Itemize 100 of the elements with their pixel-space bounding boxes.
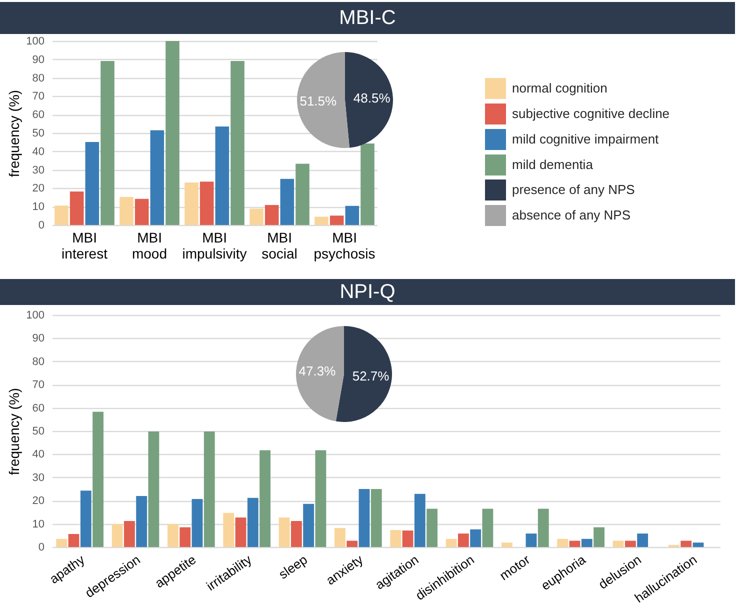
y-tick-label: 70 xyxy=(32,90,44,103)
y-tick-label: 80 xyxy=(32,72,44,84)
bar xyxy=(134,198,149,225)
bar xyxy=(315,450,326,547)
bar xyxy=(150,130,164,225)
bar xyxy=(166,41,180,225)
bar xyxy=(557,538,568,547)
bar xyxy=(370,489,382,547)
bar xyxy=(446,538,457,547)
x-tick-label: MBI social xyxy=(262,230,298,262)
legend-label: mild dementia xyxy=(512,157,594,172)
data-label: 51.5% xyxy=(300,93,338,108)
bar xyxy=(250,208,264,225)
bar xyxy=(230,61,244,225)
bar xyxy=(92,412,104,547)
y-tick-label: 80 xyxy=(32,356,44,368)
bar xyxy=(612,540,624,547)
bar xyxy=(569,540,580,547)
bar xyxy=(264,204,279,225)
y-tick-label: 90 xyxy=(32,54,44,66)
bar xyxy=(54,206,68,225)
bar xyxy=(482,508,494,547)
bar xyxy=(223,512,234,547)
y-tick-label: 100 xyxy=(26,310,44,322)
bar xyxy=(124,521,135,547)
bar xyxy=(56,538,68,547)
bar xyxy=(85,142,100,225)
legend-label: subjective cognitive decline xyxy=(512,106,670,121)
bar xyxy=(426,508,438,547)
y-tick-label: 30 xyxy=(32,472,44,484)
y-tick-label: 50 xyxy=(32,128,44,140)
y-tick-label: 20 xyxy=(32,182,44,195)
bar xyxy=(100,61,114,225)
data-label: 52.7% xyxy=(352,368,390,384)
y-tick-label: 90 xyxy=(32,332,44,345)
y-tick-label: 40 xyxy=(32,146,44,158)
bar xyxy=(235,518,246,547)
bar xyxy=(120,196,134,225)
bar xyxy=(526,534,537,547)
y-tick-label: 50 xyxy=(32,426,44,438)
bar xyxy=(278,518,290,547)
chart-title: NPI-Q xyxy=(0,279,735,305)
chart-title: MBI-C xyxy=(0,2,735,34)
bar xyxy=(247,498,258,547)
y-tick-label: 0 xyxy=(38,220,44,232)
bar xyxy=(334,528,346,547)
x-tick-label: sleep xyxy=(276,552,310,582)
y-tick-label: 10 xyxy=(32,518,44,530)
x-tick-label: MBI interest xyxy=(62,230,108,262)
y-axis-title: frequency (%) xyxy=(6,388,22,476)
bar xyxy=(502,542,512,547)
pie-slice xyxy=(336,326,392,422)
bar xyxy=(345,206,360,225)
y-tick-label: 30 xyxy=(32,164,44,176)
legend-label: absence of any NPS xyxy=(512,208,631,222)
bar xyxy=(303,504,314,547)
bar xyxy=(458,534,469,547)
y-tick-label: 60 xyxy=(32,402,44,414)
bar xyxy=(346,540,358,547)
y-axis-title: frequency (%) xyxy=(6,90,22,178)
bar xyxy=(330,216,344,225)
data-label: 47.3% xyxy=(298,364,336,379)
bar xyxy=(296,164,310,225)
y-tick-label: 10 xyxy=(32,201,44,214)
bar xyxy=(358,489,370,547)
bar xyxy=(136,496,148,547)
y-tick-label: 100 xyxy=(26,36,44,48)
bar xyxy=(390,530,402,547)
bar xyxy=(80,490,92,547)
bar xyxy=(168,524,178,547)
bar xyxy=(624,540,636,547)
bar xyxy=(290,521,302,547)
bar xyxy=(680,540,692,547)
data-label: 48.5% xyxy=(353,90,391,106)
bar xyxy=(594,527,604,547)
bar xyxy=(414,494,426,547)
bar xyxy=(200,182,214,225)
bar xyxy=(180,527,191,547)
pie-slice xyxy=(297,52,350,148)
bar xyxy=(215,126,230,225)
y-tick-label: 40 xyxy=(32,448,44,461)
bar xyxy=(70,192,84,225)
bar xyxy=(184,182,198,225)
bar xyxy=(204,431,215,547)
legend-label: normal cognition xyxy=(512,80,608,96)
pie-slice xyxy=(345,52,393,148)
y-tick-label: 60 xyxy=(32,109,44,122)
bar xyxy=(538,508,549,547)
bar xyxy=(360,143,374,225)
x-tick-label: MBI psychosis xyxy=(314,230,376,262)
y-tick-label: 20 xyxy=(32,495,44,508)
y-tick-label: 70 xyxy=(32,379,44,392)
bar xyxy=(470,529,482,547)
bar xyxy=(402,530,414,547)
legend-label: mild cognitive impairment xyxy=(512,132,660,146)
bar xyxy=(314,216,328,225)
legend-label: presence of any NPS xyxy=(512,182,636,197)
pie-slice xyxy=(296,326,344,422)
bar xyxy=(280,178,294,225)
bar xyxy=(112,524,123,547)
